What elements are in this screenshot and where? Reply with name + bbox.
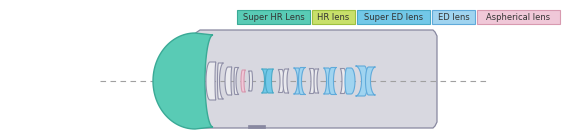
Polygon shape bbox=[241, 70, 246, 92]
FancyBboxPatch shape bbox=[432, 10, 475, 24]
Polygon shape bbox=[248, 125, 265, 128]
Polygon shape bbox=[323, 68, 332, 94]
FancyBboxPatch shape bbox=[477, 10, 560, 24]
Polygon shape bbox=[217, 63, 223, 99]
Polygon shape bbox=[356, 66, 367, 96]
Polygon shape bbox=[265, 69, 274, 93]
FancyBboxPatch shape bbox=[312, 10, 355, 24]
Polygon shape bbox=[345, 68, 355, 94]
FancyBboxPatch shape bbox=[237, 10, 310, 24]
Text: Aspherical lens: Aspherical lens bbox=[486, 13, 551, 21]
Polygon shape bbox=[366, 67, 376, 95]
Polygon shape bbox=[188, 30, 437, 128]
Polygon shape bbox=[329, 67, 336, 95]
Polygon shape bbox=[294, 68, 301, 94]
Polygon shape bbox=[309, 69, 315, 94]
Polygon shape bbox=[206, 62, 216, 100]
Polygon shape bbox=[314, 69, 319, 93]
Polygon shape bbox=[248, 71, 253, 91]
Polygon shape bbox=[225, 67, 232, 95]
Polygon shape bbox=[234, 67, 239, 95]
Text: Super HR Lens: Super HR Lens bbox=[243, 13, 304, 21]
Polygon shape bbox=[261, 69, 270, 93]
Polygon shape bbox=[153, 33, 213, 129]
FancyBboxPatch shape bbox=[357, 10, 430, 24]
Text: Super ED lens: Super ED lens bbox=[364, 13, 423, 21]
Polygon shape bbox=[298, 67, 305, 95]
Text: ED lens: ED lens bbox=[438, 13, 469, 21]
Text: HR lens: HR lens bbox=[318, 13, 350, 21]
Polygon shape bbox=[340, 69, 346, 94]
Polygon shape bbox=[278, 69, 284, 92]
Polygon shape bbox=[283, 69, 289, 93]
